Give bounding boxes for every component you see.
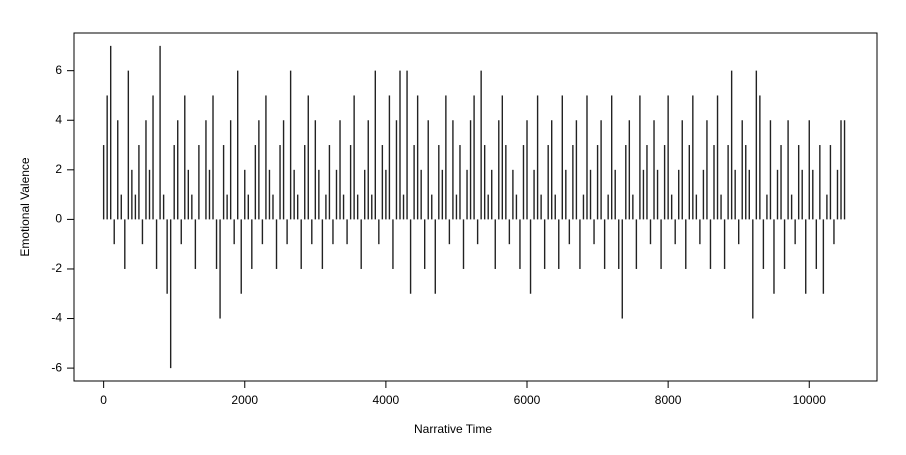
x-tick-label: 4000 — [373, 393, 400, 407]
x-tick-label: 0 — [100, 393, 107, 407]
x-axis-label: Narrative Time — [414, 422, 492, 436]
y-tick-label: 6 — [55, 63, 62, 77]
y-tick-label: 0 — [55, 212, 62, 226]
x-tick-label: 8000 — [655, 393, 682, 407]
y-tick-label: 2 — [55, 162, 62, 176]
plot-box — [73, 32, 878, 382]
y-tick-label: -4 — [51, 311, 62, 325]
x-tick-label: 2000 — [231, 393, 258, 407]
y-tick-label: -2 — [51, 261, 62, 275]
x-tick-label: 6000 — [514, 393, 541, 407]
y-axis-label: Emotional Valence — [18, 157, 32, 256]
y-tick-label: -6 — [51, 360, 62, 374]
y-tick-label: 4 — [55, 112, 62, 126]
x-tick-label: 10000 — [793, 393, 827, 407]
